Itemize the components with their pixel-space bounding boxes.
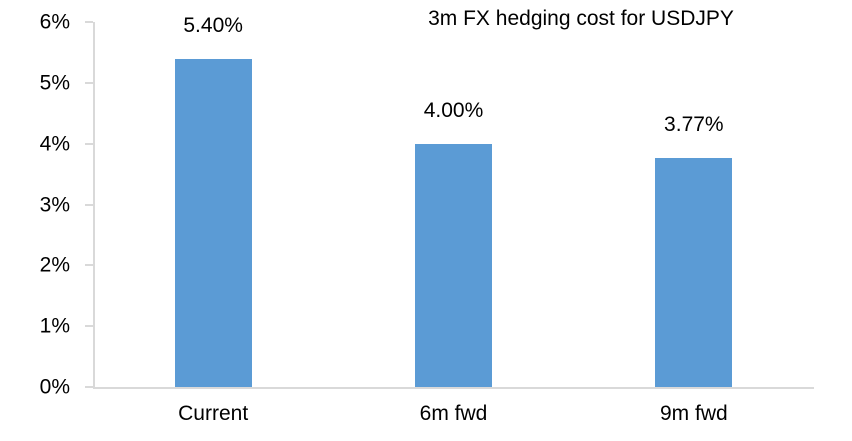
y-tick-label: 1% [39,314,70,338]
bar-9m-fwd [655,157,733,387]
y-tick-label: 0% [39,375,70,399]
y-axis-tick [85,81,93,84]
y-tick-label: 5% [39,71,70,95]
bar-current [174,58,252,387]
y-axis-tick [85,386,93,388]
y-tick-label: 3% [39,193,70,216]
category-label: 6m fwd [419,402,488,425]
y-axis-tick [85,142,93,145]
chart-title: 3m FX hedging cost for USDJPY [428,7,734,30]
bar-value-label: 4.00% [423,98,484,122]
y-axis-tick [85,21,93,23]
bar-value-label: 5.40% [183,13,243,37]
category-label: Current [178,402,249,425]
bar-6m-fwd [415,143,492,387]
y-axis-line [93,22,95,387]
y-axis-tick [85,264,93,267]
y-tick-label: 6% [39,10,70,34]
y-tick-label: 4% [39,132,70,156]
bar-value-label: 3.77% [664,112,724,136]
y-axis-tick [85,203,93,206]
category-label: 9m fwd [659,402,728,425]
x-axis-line [93,387,814,389]
y-axis-tick [85,325,93,328]
y-tick-label: 2% [39,253,70,277]
